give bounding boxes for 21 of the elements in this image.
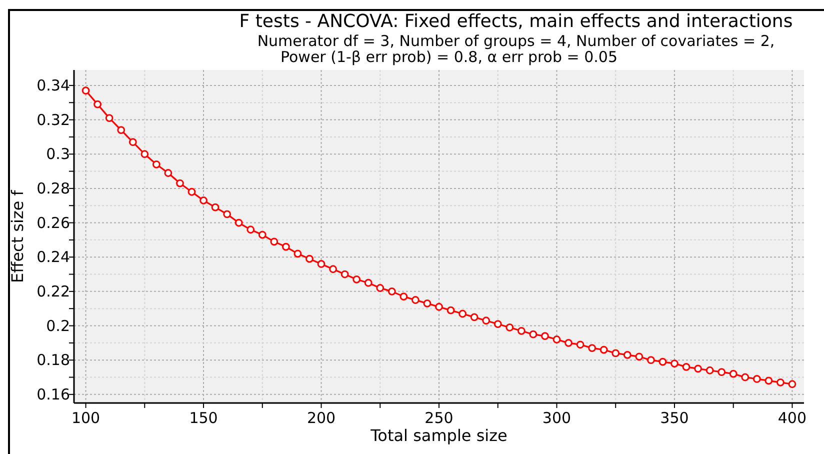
x-tick-label: 300	[542, 409, 572, 427]
y-tick-label: 0.28	[36, 179, 70, 198]
x-axis-title: Total sample size	[370, 426, 508, 445]
y-tick-label: 0.18	[36, 351, 70, 370]
x-tick-label: 350	[660, 409, 689, 427]
x-tick-label: 250	[424, 409, 454, 427]
y-tick-label: 0.24	[36, 248, 70, 266]
x-tick-label: 100	[71, 409, 100, 427]
y-tick-label: 0.22	[36, 282, 70, 300]
y-tick-label: 0.2	[46, 316, 70, 335]
x-tick-label: 200	[306, 409, 336, 427]
y-tick-label: 0.3	[46, 145, 70, 164]
chart-subtitle: Numerator df = 3, Number of groups = 4, Number of covariates = 2, Power (1-β err prob) = 0.8, α err prob = 0.05	[257, 32, 775, 66]
chart-title: F tests - ANCOVA: Fixed effects, main effects and interactions	[239, 11, 793, 32]
y-tick-label: 0.16	[36, 385, 70, 404]
x-tick-label: 400	[778, 409, 807, 427]
y-axis-title: Effect size f	[8, 190, 27, 283]
y-tick-label: 0.34	[36, 76, 70, 94]
y-tick-label: 0.26	[36, 214, 70, 232]
y-tick-label: 0.32	[36, 110, 70, 129]
x-tick-label: 150	[189, 409, 218, 427]
